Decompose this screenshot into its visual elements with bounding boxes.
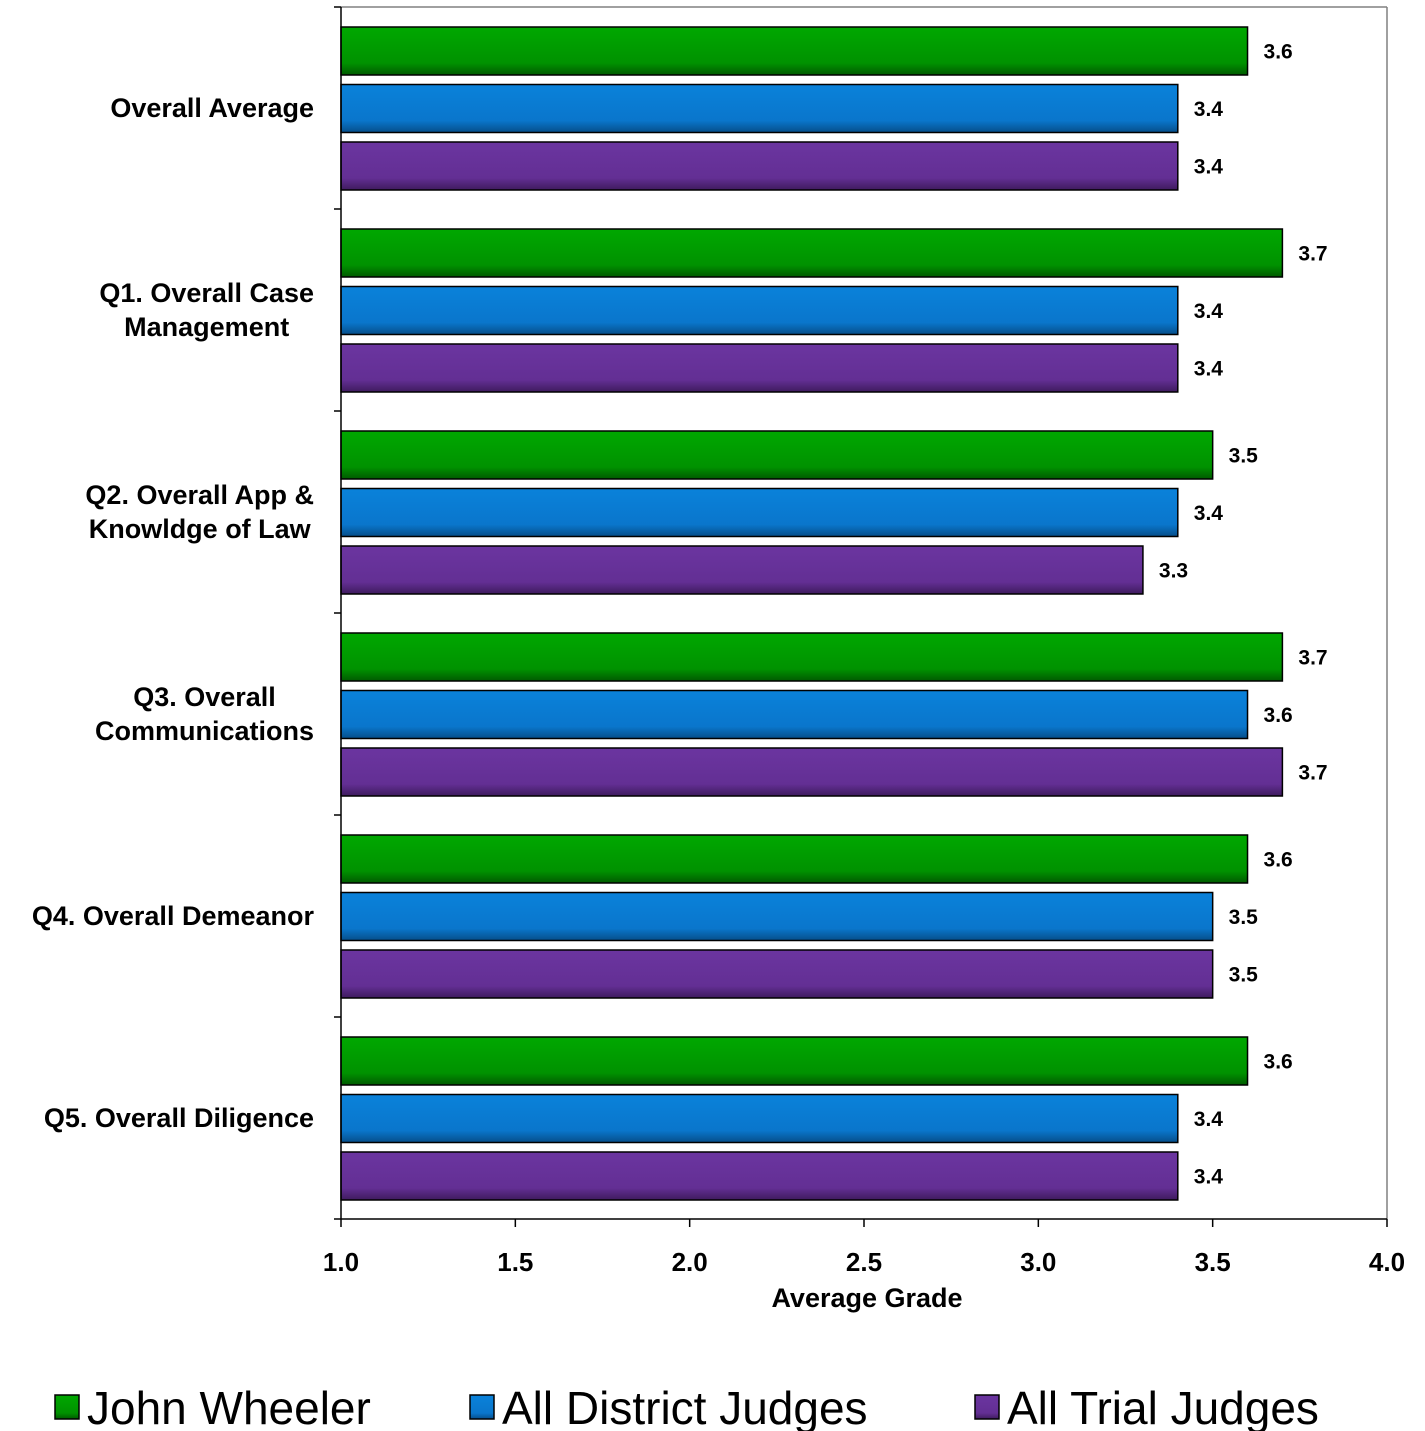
category-label-line: Q2. Overall App & [85,480,314,510]
bar [340,949,1214,999]
category-label-line: Q5. Overall Diligence [44,1103,314,1133]
x-tick-label: 3.5 [1195,1247,1231,1277]
category-label-line: Overall Average [110,93,314,123]
bar [340,26,1249,76]
category-label-line: Q4. Overall Demeanor [32,901,315,931]
data-label: 3.6 [1264,1051,1293,1074]
legend-label: All District Judges [502,1382,868,1431]
data-label: 3.5 [1229,964,1259,987]
data-label: 3.7 [1298,243,1327,266]
data-label: 3.7 [1298,762,1327,785]
data-label: 3.3 [1159,560,1188,583]
data-label: 3.5 [1229,906,1259,929]
bar [340,632,1284,682]
legend: John Wheeler All District Judges All Trial… [54,1382,1319,1431]
x-tick-label: 1.0 [323,1247,359,1277]
legend-swatch [469,1394,495,1420]
category-label-line: Q3. Overall [133,682,276,712]
bar [340,141,1179,191]
bar [340,83,1179,134]
data-label: 3.4 [1194,358,1224,381]
category-label-line: Communications [95,716,314,746]
bar [340,228,1284,278]
legend-item: John Wheeler [54,1382,371,1431]
data-label: 3.6 [1264,41,1293,64]
x-axis: 1.0 1.5 2.0 2.5 3.0 3.5 4.0 [323,6,1405,1277]
x-axis-title: Average Grade [771,1283,962,1313]
legend-swatch [974,1394,1000,1420]
legend-item: All District Judges [469,1382,868,1431]
data-label: 3.5 [1229,445,1259,468]
data-label: 3.4 [1194,502,1224,525]
category-label: Overall Average [110,93,314,123]
plot-frame [341,6,1388,1219]
legend-swatch [54,1394,80,1420]
bar [340,1093,1179,1144]
category-label: Q5. Overall Diligence [44,1103,314,1133]
data-label: 3.4 [1194,98,1224,121]
legend-label: All Trial Judges [1007,1382,1319,1431]
bar [340,343,1179,393]
category-label-line: Management [124,312,289,342]
data-label: 3.4 [1194,300,1224,323]
legend-label: John Wheeler [87,1382,371,1431]
data-label: 3.7 [1298,647,1327,670]
x-tick-label: 4.0 [1369,1247,1405,1277]
data-label: 3.4 [1194,1166,1224,1189]
data-label: 3.4 [1194,1108,1224,1131]
category-label: Q4. Overall Demeanor [32,901,315,931]
category-label-line: Q1. Overall Case [99,278,314,308]
bar [340,1151,1179,1201]
legend-item: All Trial Judges [974,1382,1319,1431]
x-tick-label: 2.5 [846,1247,882,1277]
x-tick-label: 3.0 [1020,1247,1056,1277]
x-tick-label: 1.5 [497,1247,533,1277]
category-labels: Overall Average Q1. Overall Case Managemen… [32,93,315,1133]
category-label: Q3. Overall Communications [95,682,314,746]
category-label: Q1. Overall Case Management [99,278,314,342]
bar [340,891,1214,942]
category-label: Q2. Overall App & Knowldge of Law [85,480,314,544]
bar [340,689,1249,740]
bar [340,1036,1249,1086]
bars-layer: 3.6 3.7 3.5 3.7 3.6 3.6 3.4 3.4 3.4 3.6 3.5 3.4 3.4 3… [340,26,1328,1201]
bar [340,430,1214,480]
data-label: 3.6 [1264,704,1293,727]
data-label: 3.6 [1264,849,1293,872]
bar [340,487,1179,538]
bar [340,545,1144,595]
bar [340,285,1179,336]
x-tick-label: 2.0 [672,1247,708,1277]
data-label: 3.4 [1194,156,1224,179]
category-label-line: Knowldge of Law [89,514,312,544]
bar [340,834,1249,884]
bar [340,747,1284,797]
